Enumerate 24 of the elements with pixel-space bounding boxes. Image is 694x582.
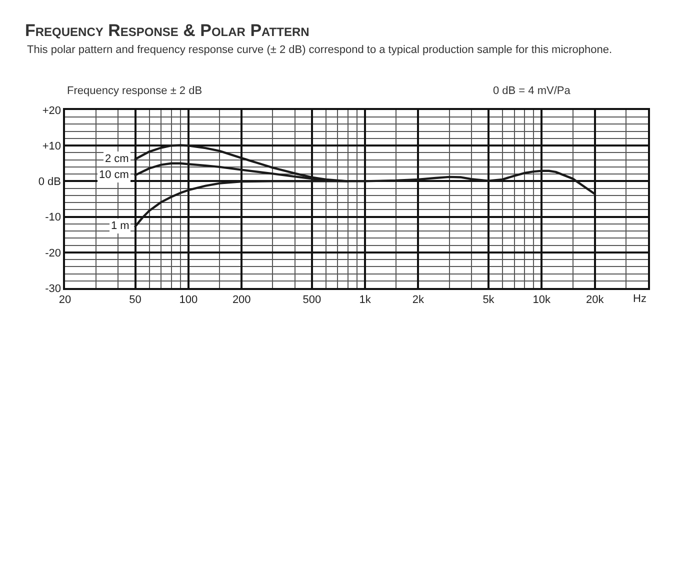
series-label: 10 cm — [99, 169, 129, 181]
x-axis-title: Hz — [633, 293, 646, 305]
y-tick-label: +10 — [42, 140, 61, 152]
y-tick-label: +20 — [42, 104, 61, 117]
x-tick-label: 20k — [586, 294, 604, 306]
x-tick-label: 500 — [302, 294, 322, 306]
y-tick-label: 0 dB — [38, 176, 61, 188]
series-label: 1 m — [111, 220, 130, 232]
x-tick-label: 10k — [532, 294, 552, 306]
series-label: 2 cm — [105, 153, 129, 165]
y-tick-label: -20 — [45, 247, 61, 260]
text: Frequency response ± 2 dB — [67, 85, 202, 97]
text: 0 dB = 4 mV/Pa — [493, 85, 572, 97]
x-tick-label: 50 — [129, 294, 142, 306]
x-tick-label: 5k — [482, 294, 495, 306]
x-tick-label: 20 — [58, 294, 72, 306]
x-tick-label: 100 — [179, 294, 198, 306]
x-tick-label: 2k — [412, 294, 425, 306]
x-tick-label: 1k — [359, 294, 372, 306]
chart-subtitle: This polar pattern and frequency response curve (± 2 dB) correspond to a typical production sample for this microphone. — [27, 44, 612, 56]
chart-title: Frequency Response & Polar Pattern — [25, 20, 310, 40]
x-tick-label: 200 — [232, 294, 251, 306]
y-tick-label: -10 — [45, 212, 61, 224]
y-tick-label: -30 — [45, 282, 61, 295]
